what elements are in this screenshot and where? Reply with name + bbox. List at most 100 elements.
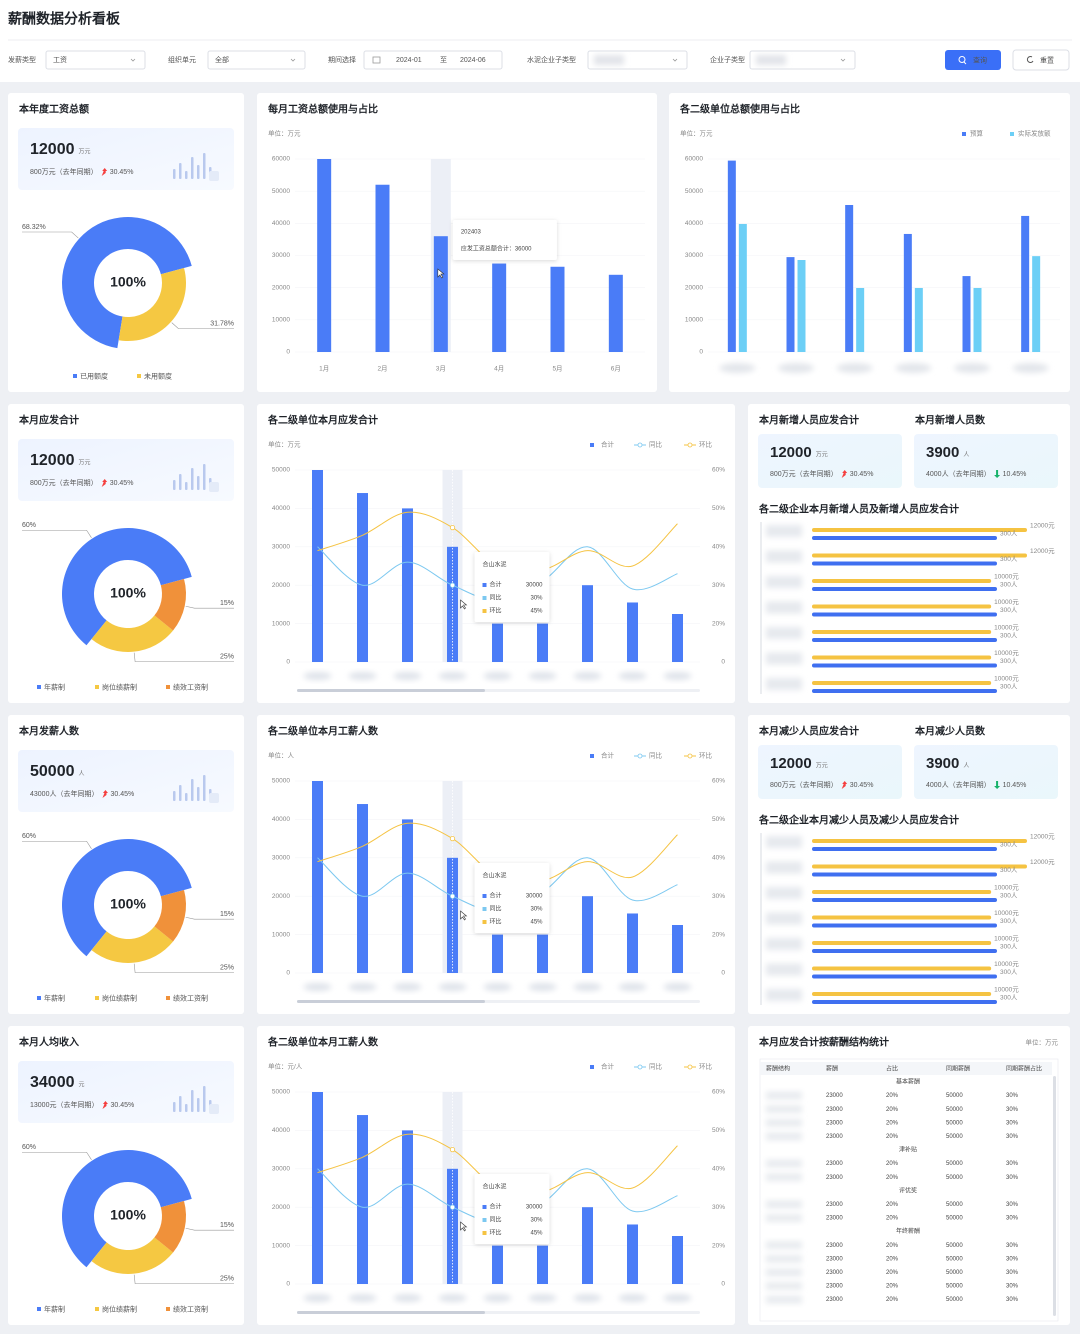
filter-label: 水泥企业子类型 <box>527 55 576 64</box>
kpi-value: 3900 <box>926 444 959 461</box>
tooltip-swatch <box>482 596 487 600</box>
table-header <box>760 1062 1052 1075</box>
y-tick-label: 30% <box>712 893 725 900</box>
blurred-cell <box>766 1173 802 1182</box>
bar-label: 300人 <box>1000 968 1018 976</box>
table-cell: 50000 <box>946 1161 963 1167</box>
bar <box>357 804 368 973</box>
bar <box>845 204 854 352</box>
bar-label: 300人 <box>1000 606 1018 614</box>
bar <box>402 819 413 973</box>
bar <box>608 274 623 352</box>
bar-label: 10000元 <box>994 598 1019 606</box>
blurred-category <box>663 672 692 680</box>
kpi-icon <box>209 793 219 803</box>
leader-line <box>22 1151 92 1160</box>
leader-line <box>133 963 234 973</box>
table-cell: 30% <box>1006 1175 1019 1181</box>
tooltip-value: 45% <box>530 609 543 615</box>
query-button[interactable] <box>945 50 1001 70</box>
kpi-icon <box>197 165 200 179</box>
card-title: 本月发薪人数 <box>19 725 80 738</box>
blurred-cell <box>766 1282 802 1290</box>
bar-label: 10000元 <box>994 624 1019 632</box>
y-tick-label: 30000 <box>272 855 290 862</box>
leader-line <box>133 1274 234 1284</box>
legend-label: 实际发放额 <box>1018 129 1051 138</box>
scroll-thumb[interactable] <box>297 689 485 692</box>
kpi-icon <box>179 785 182 801</box>
table-cell: 50000 <box>946 1284 963 1290</box>
blurred-category <box>766 887 802 899</box>
section-title: 各二级企业本月减少人员及减少人员应发合计 <box>758 814 959 827</box>
bar <box>812 587 997 591</box>
tooltip-name: 合计 <box>490 1203 502 1211</box>
legend-dot <box>637 1064 643 1070</box>
x-tick-label: 2月 <box>377 365 387 373</box>
blurred-category <box>438 983 467 991</box>
growth-rate: 30.45% <box>110 480 134 487</box>
y-tick-label: 10000 <box>272 317 290 324</box>
table-scrollbar[interactable] <box>1053 1076 1056 1316</box>
tooltip-name: 同比 <box>490 594 502 602</box>
y-tick-label: 20000 <box>272 1204 290 1211</box>
bar <box>537 934 548 973</box>
legend-swatch <box>590 754 594 758</box>
group-label: 年终薪酬 <box>896 1227 920 1235</box>
chevron <box>672 58 678 62</box>
table-cell: 20% <box>886 1161 899 1167</box>
y-tick-label: 40000 <box>272 816 290 823</box>
slice-label: 60% <box>22 833 36 840</box>
card-title: 本月新增人员应发合计 <box>759 414 859 427</box>
reset-button[interactable] <box>1012 49 1070 71</box>
blurred-category <box>483 1294 512 1302</box>
blurred-category <box>778 363 814 373</box>
blurred-category <box>303 983 332 991</box>
bar <box>537 1245 548 1284</box>
y-tick-label: 30% <box>712 1204 725 1211</box>
kpi-icon <box>197 787 200 801</box>
scroll-thumb[interactable] <box>297 1000 485 1003</box>
filter-input[interactable] <box>45 50 146 70</box>
table-cell: 50000 <box>946 1093 963 1099</box>
filter-input[interactable] <box>207 50 306 70</box>
tooltip-title: 合山水泥 <box>483 872 507 880</box>
blurred-category <box>393 672 422 680</box>
unit-label: 单位：元/人 <box>268 1062 303 1071</box>
filter-label: 期间选择 <box>328 55 356 64</box>
filter-input[interactable] <box>363 50 503 70</box>
chevron <box>130 58 136 62</box>
legend-label: 岗位绩薪制 <box>102 1304 137 1313</box>
kpi-box <box>914 434 1058 488</box>
blurred-category <box>836 363 873 373</box>
legend-label: 年薪制 <box>44 1304 65 1313</box>
slice-label: 15% <box>220 1222 234 1229</box>
y-tick-label: 50000 <box>685 188 703 195</box>
legend-swatch <box>73 374 77 378</box>
bar-label: 300人 <box>1000 657 1018 665</box>
bar <box>672 1236 683 1284</box>
bar-label: 10000元 <box>994 935 1019 943</box>
hover-dot <box>449 893 456 899</box>
bar <box>812 890 992 894</box>
hover-dot <box>449 1204 456 1210</box>
blurred-category <box>719 363 756 373</box>
blurred-cell <box>766 1241 802 1250</box>
blurred-category <box>895 363 932 373</box>
legend-swatch <box>962 132 966 136</box>
column-header: 占比 <box>886 1065 898 1073</box>
kpi-box <box>18 750 234 812</box>
tooltip-value: 30% <box>530 907 543 913</box>
kpi-icon <box>179 1096 182 1112</box>
scroll-thumb[interactable] <box>297 1311 485 1314</box>
bar <box>812 923 997 928</box>
donut-slice <box>61 528 192 646</box>
y-tick-label: 60000 <box>272 156 290 163</box>
growth-rate: 30.45% <box>110 169 134 176</box>
kpi-compare: 4000人（去年同期） <box>926 469 991 478</box>
bar <box>312 1092 323 1284</box>
cursor <box>437 268 445 279</box>
kpi-box <box>758 745 902 799</box>
bar-label: 10000元 <box>994 986 1019 994</box>
